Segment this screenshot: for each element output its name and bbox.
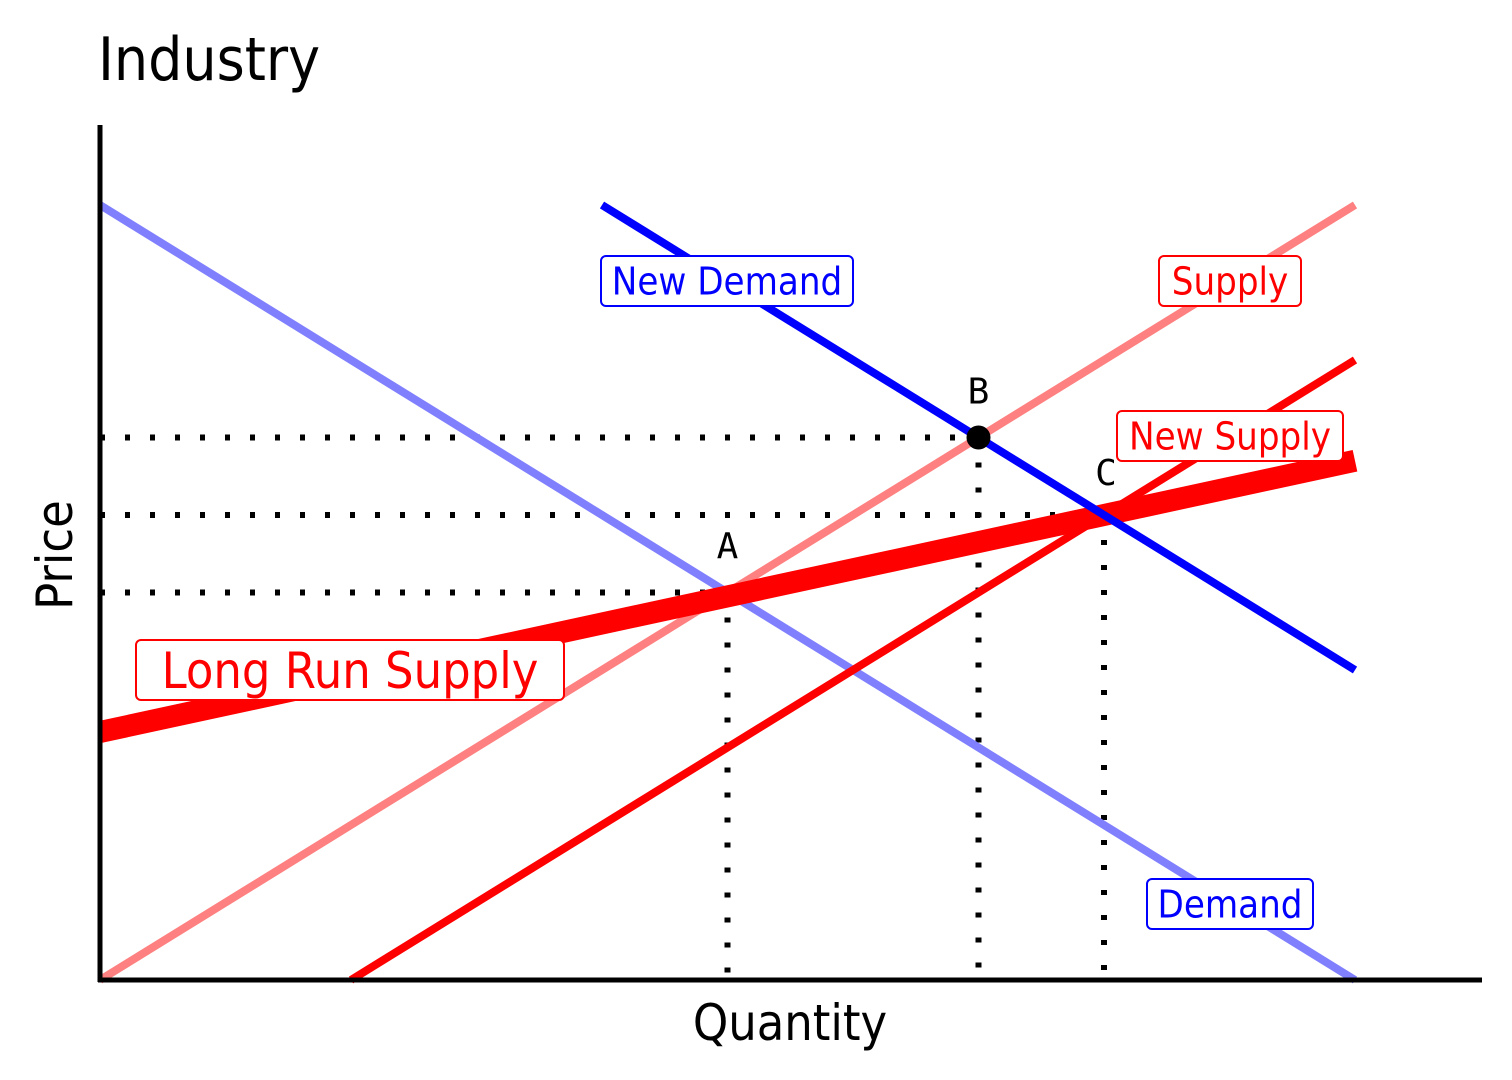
point-label-c: C bbox=[1095, 453, 1117, 494]
series-line-new-supply bbox=[348, 356, 1358, 984]
point-label-a: A bbox=[717, 527, 739, 568]
point-label-b: B bbox=[968, 372, 990, 413]
plot-area: A B C New Demand Supply New Supply Demand Long … bbox=[97, 125, 1482, 984]
point-marker-b bbox=[966, 425, 991, 450]
chart-title: Industry bbox=[98, 25, 320, 95]
label-box-new-supply bbox=[1116, 410, 1344, 462]
series-label-new-supply: New Supply bbox=[1129, 415, 1331, 459]
series-label-long-run-supply: Long Run Supply bbox=[162, 642, 539, 700]
series-label-supply: Supply bbox=[1172, 260, 1289, 304]
y-axis-label: Price bbox=[26, 500, 84, 610]
label-box-long-run-supply bbox=[135, 639, 565, 701]
label-box-supply bbox=[1158, 255, 1302, 307]
series-label-new-demand: New Demand bbox=[612, 260, 842, 304]
label-box-new-demand bbox=[600, 255, 854, 307]
x-axis-label: Quantity bbox=[693, 994, 887, 1052]
label-box-demand bbox=[1146, 878, 1314, 930]
series-label-demand: Demand bbox=[1157, 883, 1302, 927]
